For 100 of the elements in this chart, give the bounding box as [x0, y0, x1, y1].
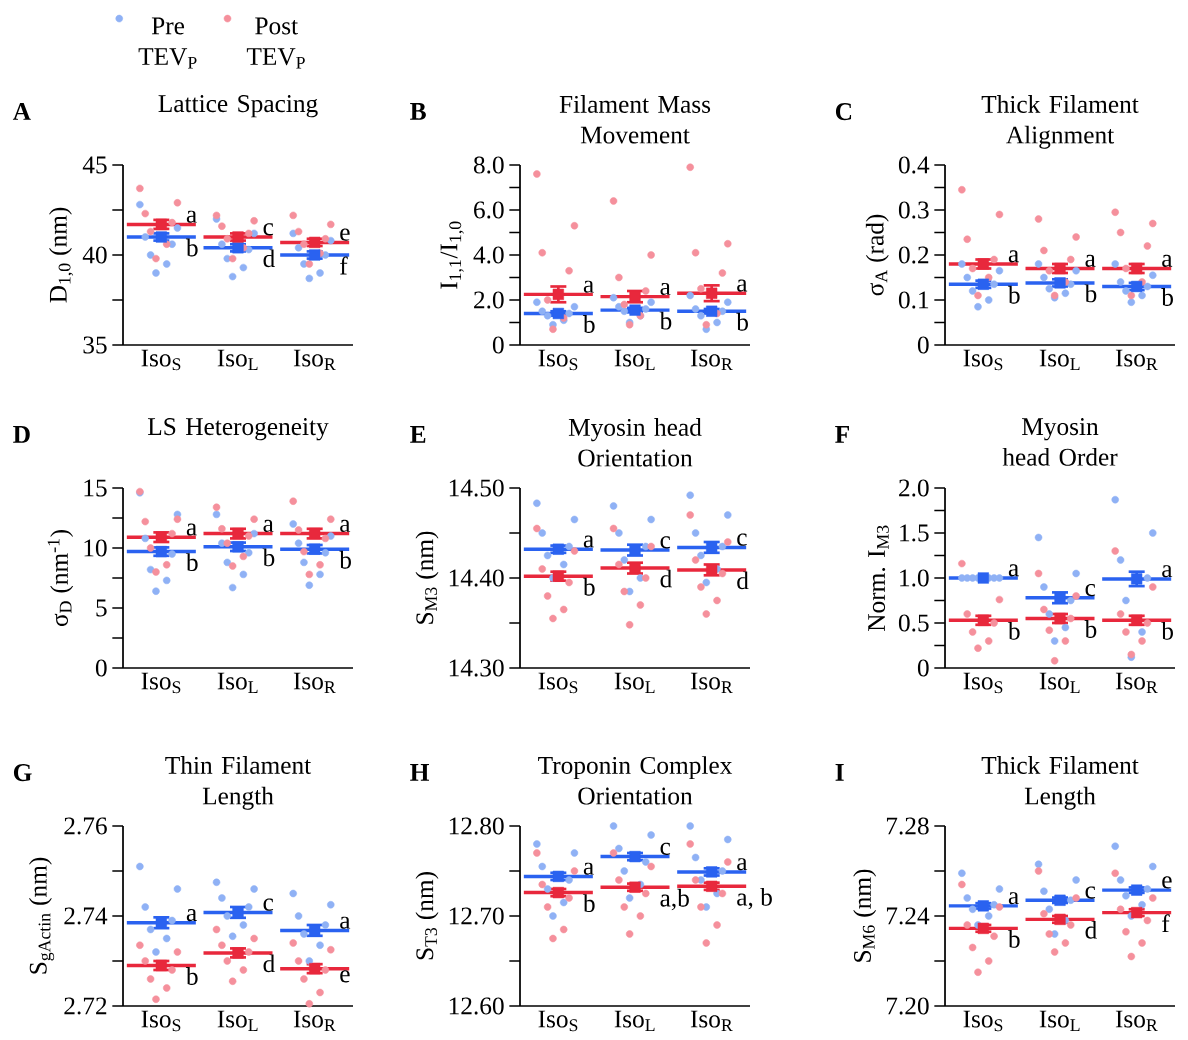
- y-tick-label: 2.74: [64, 907, 108, 925]
- annotation: b: [185, 967, 198, 985]
- annotation: b: [582, 577, 595, 596]
- x-tick-label: Iso$_{L}$: [1039, 672, 1080, 693]
- text: G: [13, 764, 32, 782]
- annotation: b: [1007, 929, 1020, 948]
- annotation: d: [1085, 920, 1097, 939]
- text: B: [410, 103, 426, 120]
- y-tick-label: 0: [917, 659, 929, 677]
- annotation: a: [186, 210, 197, 223]
- y-axis-title: I$_{1,1}$/I$_{1,0}$: [440, 221, 464, 289]
- y-tick-label: 0.2: [898, 246, 929, 264]
- x-tick-label: Iso$_{S}$: [141, 1010, 181, 1032]
- annotation: b: [185, 553, 198, 572]
- chart-title: Myosin head Orientation: [568, 418, 702, 467]
- x-tick-label: Iso$_{L}$: [217, 672, 258, 693]
- x-tick-label: Iso$_{L}$: [217, 349, 258, 370]
- chart-title: Thick Filament Alignment: [981, 95, 1139, 149]
- annotation: a: [1162, 254, 1173, 267]
- annotation: a: [340, 519, 351, 532]
- annotation: b: [262, 548, 275, 567]
- annotation: b: [339, 550, 351, 569]
- y-tick-label: 2.0: [474, 291, 504, 309]
- y-tick-label: 35: [83, 336, 107, 354]
- chart-title: Thick Filament Length: [981, 756, 1139, 810]
- annotation: e: [340, 228, 350, 241]
- y-tick-label: 14.50: [449, 479, 504, 497]
- y-tick-label: 6.0: [474, 201, 504, 219]
- y-tick-label: 8.0: [473, 156, 504, 174]
- annotation: a: [1008, 892, 1019, 905]
- annotation: b: [1007, 621, 1020, 640]
- x-tick-label: Iso$_{L}$: [614, 349, 655, 370]
- y-tick-label: 0.3: [898, 201, 929, 219]
- y-tick-label: 14.30: [449, 659, 504, 677]
- x-tick-label: Iso$_{S}$: [963, 672, 1003, 694]
- y-tick-label: 40: [82, 246, 107, 264]
- annotation: c: [660, 536, 671, 549]
- annotation: b: [1007, 285, 1020, 304]
- y-tick-label: 7.24: [886, 907, 930, 925]
- x-tick-label: Iso$_{R}$: [1115, 349, 1158, 370]
- chart-title: Myosin head Order: [1002, 418, 1118, 466]
- x-tick-label: Iso$_{R}$: [1115, 1010, 1158, 1031]
- text: D: [13, 426, 30, 443]
- annotation: a: [186, 909, 197, 922]
- x-tick-label: Iso$_{S}$: [963, 349, 1003, 371]
- annotation: e: [1162, 876, 1172, 889]
- x-tick-label: Iso$_{R}$: [1115, 672, 1158, 693]
- x-tick-label: Iso$_{R}$: [293, 672, 336, 693]
- y-tick-label: 14.40: [449, 569, 504, 587]
- annotation: b: [1084, 284, 1097, 303]
- x-tick-label: Iso$_{S}$: [538, 1010, 578, 1032]
- y-tick-label: 2.0: [899, 479, 929, 497]
- y-tick-label: 7.20: [886, 997, 929, 1015]
- text: C: [835, 103, 852, 121]
- x-tick-label: Iso$_{R}$: [690, 349, 733, 370]
- y-axis-title: S$_{M3}$ (nm): [415, 531, 439, 624]
- annotation: c: [737, 533, 747, 546]
- y-axis-title: Norm. I$_{M3}$: [868, 525, 889, 632]
- y-tick-label: 7.28: [886, 817, 929, 835]
- y-tick-label: 0.4: [898, 156, 930, 174]
- y-tick-label: 2.76: [64, 817, 107, 835]
- annotation: d: [737, 571, 749, 590]
- annotation: a: [1085, 254, 1096, 267]
- annotation: a: [737, 279, 748, 292]
- annotation: e: [340, 970, 350, 983]
- chart-title: Lattice Spacing: [158, 95, 318, 118]
- annotation: c: [1085, 584, 1096, 597]
- annotation: a: [340, 916, 351, 929]
- annotation: b: [1161, 621, 1173, 640]
- y-axis-title: σ$_{A}$ (rad): [865, 214, 889, 296]
- text: E: [410, 426, 426, 443]
- x-tick-label: Iso$_{L}$: [1039, 1010, 1080, 1031]
- y-tick-label: 10: [84, 539, 107, 557]
- annotation: a: [1008, 564, 1019, 577]
- x-tick-label: Iso$_{S}$: [141, 672, 181, 694]
- y-axis-title: S$_{T3}$ (nm): [415, 872, 439, 960]
- annotation: b: [1161, 288, 1173, 306]
- y-tick-label: 1.5: [900, 524, 929, 542]
- annotation: a: [1162, 565, 1173, 578]
- legend-label: Post TEV$_{P}$: [246, 17, 305, 69]
- annotation: c: [660, 842, 671, 856]
- y-tick-label: 12.80: [449, 817, 504, 835]
- y-tick-label: 1.0: [900, 569, 929, 587]
- y-axis-title: D$_{1,0}$ (nm): [48, 207, 74, 303]
- annotation: d: [263, 249, 275, 268]
- annotation: a: [1008, 250, 1019, 263]
- y-tick-label: 0.1: [898, 291, 929, 309]
- x-tick-label: Iso$_{S}$: [141, 349, 181, 371]
- annotation: f: [340, 256, 348, 275]
- annotation: a: [583, 535, 594, 548]
- y-tick-label: 15: [84, 479, 107, 497]
- x-tick-label: Iso$_{S}$: [963, 1010, 1003, 1032]
- chart-title: Filament Mass Movement: [559, 95, 711, 144]
- y-tick-label: 0: [492, 336, 504, 354]
- y-axis-title: σ$_{D}$ (nm$^{-1}$): [47, 530, 74, 627]
- text: F: [835, 426, 849, 443]
- text: H: [410, 764, 429, 781]
- x-tick-label: Iso$_{S}$: [538, 672, 578, 694]
- annotation: a: [583, 862, 594, 875]
- y-tick-label: 0: [917, 336, 929, 354]
